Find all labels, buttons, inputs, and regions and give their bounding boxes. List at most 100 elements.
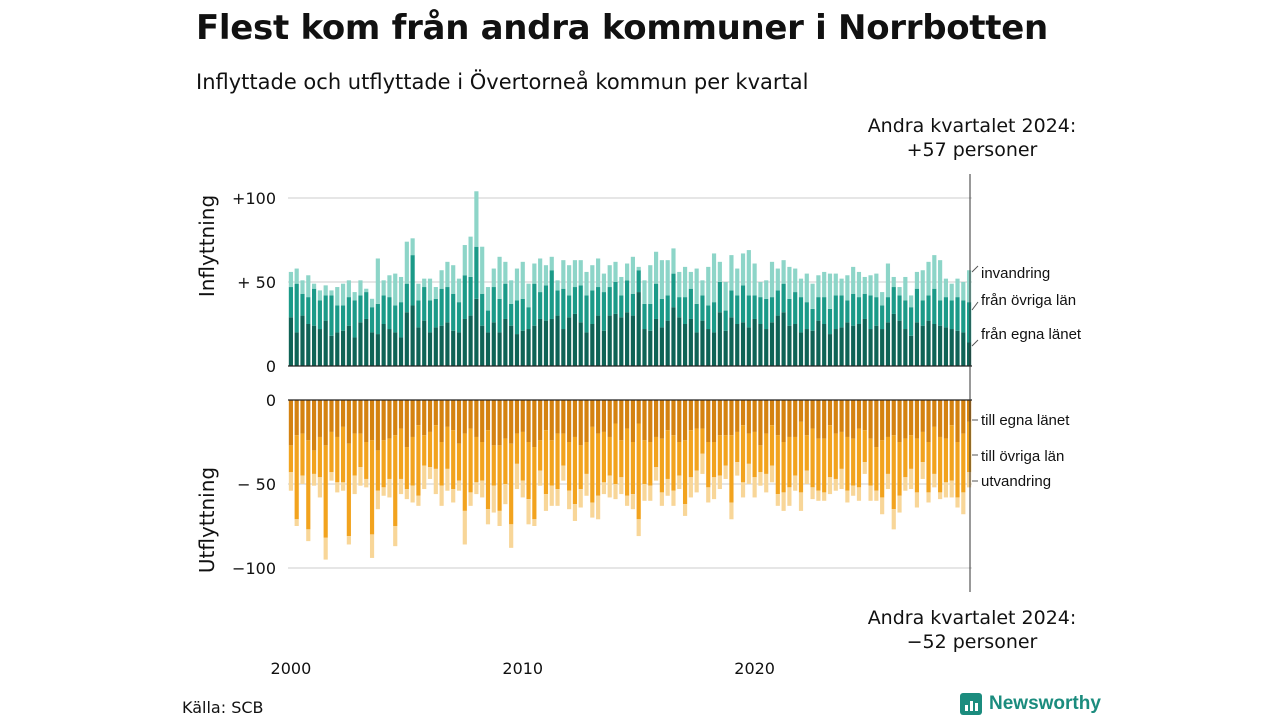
bar-utvandring [671,490,676,506]
bar-till-egna-lanet [567,400,572,442]
bar-till-egna-lanet [845,400,850,437]
bar-invandring [706,266,711,306]
bar-fran-ovriga-lan [700,295,705,321]
bar-fran-ovriga-lan [578,285,583,323]
bar-till-ovriga-lan [572,436,578,505]
bar-fran-ovriga-lan [480,293,485,326]
bar-till-ovriga-lan [630,442,635,495]
bar-utvandring [340,482,346,491]
bar-invandring [764,280,769,299]
bar-till-egna-lanet [364,400,369,442]
bar-invandring [503,261,508,284]
bar-invandring [578,260,583,286]
bar-invandring [468,236,473,277]
bar-invandring [862,276,867,294]
bar-till-ovriga-lan [938,436,943,493]
bar-fran-ovriga-lan [439,288,444,326]
bar-till-ovriga-lan [607,436,612,476]
bar-till-ovriga-lan [288,445,293,473]
bar-fran-egna-lanet [949,329,954,366]
bar-fran-egna-lanet [578,322,583,366]
bar-till-ovriga-lan [816,438,821,491]
bar-utvandring [416,495,421,506]
bar-fran-egna-lanet [775,315,780,366]
bar-fran-egna-lanet [630,315,635,366]
gridlines [288,197,972,569]
bar-utvandring [926,492,931,503]
bar-utvandring [369,534,375,558]
bar-till-egna-lanet [880,400,885,441]
bar-invandring [433,287,438,299]
bar-invandring [567,265,572,296]
bar-utvandring [758,472,763,486]
bar-invandring [943,278,949,298]
bar-till-egna-lanet [949,400,954,426]
bar-invandring [874,273,879,298]
bar-invandring [369,298,375,308]
bar-till-ovriga-lan [764,433,769,474]
bar-fran-egna-lanet [885,322,891,366]
bar-fran-ovriga-lan [543,285,549,321]
bar-till-egna-lanet [729,400,734,436]
bar-fran-ovriga-lan [752,295,757,319]
bar-fran-ovriga-lan [949,300,954,330]
bar-till-ovriga-lan [300,433,305,476]
bar-till-egna-lanet [856,400,862,429]
bar-fran-ovriga-lan [509,303,514,326]
bar-fran-ovriga-lan [932,288,937,324]
bar-invandring [903,276,908,301]
bar-till-egna-lanet [445,400,450,427]
annotation-outflow-line1: Andra kvartalet 2024: [867,607,1077,629]
bar-till-ovriga-lan [468,428,473,493]
bar-fran-ovriga-lan [422,287,427,321]
series-label-invandring: invandring [981,265,1050,282]
bar-till-ovriga-lan [340,426,346,483]
bar-till-egna-lanet [659,400,664,439]
bar-fran-ovriga-lan [659,298,664,328]
bar-till-ovriga-lan [804,435,809,471]
bar-till-ovriga-lan [311,450,317,474]
bar-till-ovriga-lan [868,438,873,486]
bar-till-egna-lanet [851,400,856,439]
bar-till-ovriga-lan [856,428,862,488]
bar-fran-egna-lanet [335,332,340,366]
x-tick-label: 2000 [271,659,312,678]
bar-invandring [497,256,502,299]
bar-till-egna-lanet [468,400,473,429]
bar-till-egna-lanet [613,400,618,424]
bar-fran-ovriga-lan [694,303,699,333]
bar-fran-ovriga-lan [387,297,392,330]
bar-fran-egna-lanet [613,313,618,366]
bar-fran-egna-lanet [323,320,328,366]
bar-till-ovriga-lan [422,435,427,466]
bar-utvandring [613,484,618,500]
bar-till-ovriga-lan [897,442,902,496]
bar-till-ovriga-lan [845,436,850,491]
bar-invandring [781,260,786,284]
bar-fran-egna-lanet [891,313,896,366]
bar-utvandring [433,468,438,495]
bar-till-ovriga-lan [787,436,792,488]
bar-till-egna-lanet [636,400,641,424]
bar-fran-egna-lanet [369,332,375,366]
bar-fran-egna-lanet [596,315,601,366]
annotation-outflow-latest: Andra kvartalet 2024: −52 personer [822,606,1122,654]
bar-till-ovriga-lan [706,442,711,488]
bar-till-ovriga-lan [920,431,925,463]
bar-fran-egna-lanet [810,330,815,366]
bar-utvandring [294,519,299,526]
bar-fran-egna-lanet [590,324,595,366]
bar-invandring [352,292,357,301]
bar-till-ovriga-lan [682,440,688,505]
bar-till-ovriga-lan [317,436,322,478]
bar-fran-egna-lanet [787,325,792,366]
bar-invandring [300,280,305,294]
bar-utvandring [967,472,972,488]
bar-fran-egna-lanet [346,325,351,366]
bar-till-egna-lanet [439,400,444,442]
series-label-fran-ovriga-lan: från övriga län [981,292,1076,309]
bar-invandring [868,275,873,296]
bar-till-egna-lanet [891,400,896,436]
bar-till-egna-lanet [288,400,293,446]
bar-fran-egna-lanet [827,334,833,366]
